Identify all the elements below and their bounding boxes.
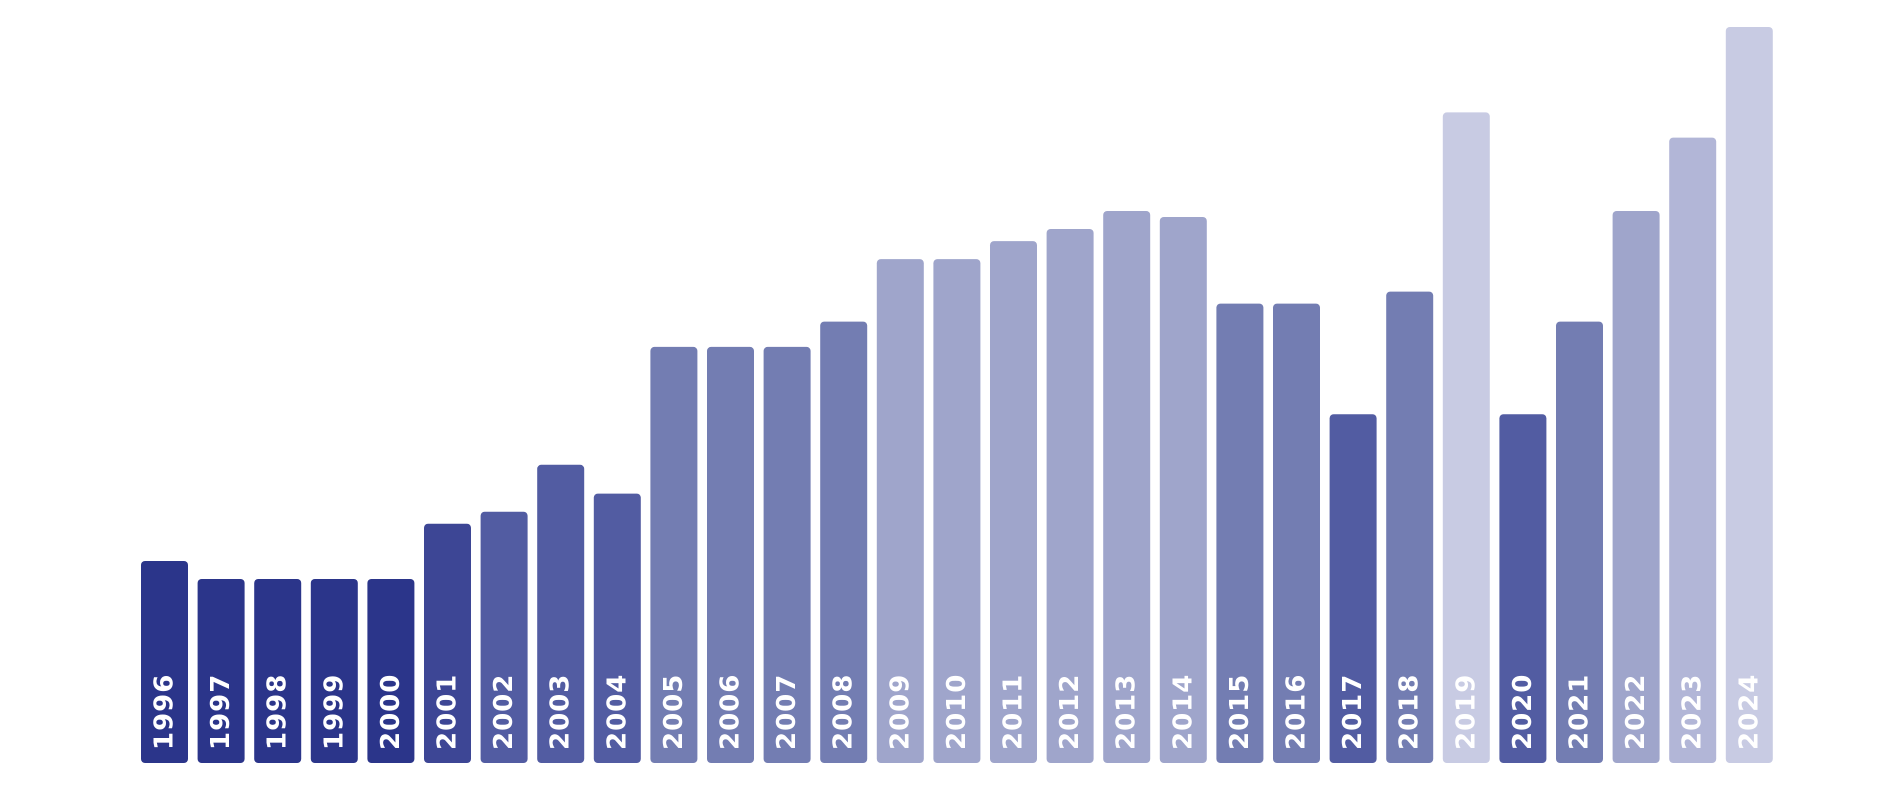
bar-label-2024: 2024 bbox=[1734, 674, 1764, 750]
bar-1996 bbox=[141, 561, 188, 763]
bar-label-1999: 1999 bbox=[319, 674, 349, 750]
bar-label-2008: 2008 bbox=[829, 674, 859, 750]
bar-label-2022: 2022 bbox=[1621, 674, 1651, 750]
bar-label-1997: 1997 bbox=[206, 674, 236, 750]
bar-2022 bbox=[1612, 211, 1660, 763]
bar-2010 bbox=[933, 259, 981, 763]
bar-1999 bbox=[310, 579, 358, 763]
bar-label-2021: 2021 bbox=[1565, 674, 1595, 750]
bar-label-2010: 2010 bbox=[942, 674, 972, 750]
bar-label-2012: 2012 bbox=[1055, 674, 1085, 750]
bar-label-2014: 2014 bbox=[1168, 674, 1198, 750]
bar-label-2003: 2003 bbox=[546, 674, 576, 750]
bar-label-2019: 2019 bbox=[1451, 674, 1481, 750]
bar-label-2000: 2000 bbox=[376, 674, 406, 750]
bar-2019 bbox=[1442, 112, 1490, 763]
bar-2000 bbox=[367, 579, 415, 763]
bar-label-2009: 2009 bbox=[885, 674, 915, 750]
bar-label-2006: 2006 bbox=[716, 674, 746, 750]
bar-2018 bbox=[1386, 291, 1434, 763]
bar-1997 bbox=[197, 579, 245, 763]
bar-1998 bbox=[254, 579, 302, 763]
bar-label-2018: 2018 bbox=[1395, 674, 1425, 750]
bar-label-2005: 2005 bbox=[659, 674, 689, 750]
bar-label-2011: 2011 bbox=[999, 674, 1029, 750]
bar-label-2007: 2007 bbox=[772, 674, 802, 750]
bar-label-2020: 2020 bbox=[1508, 674, 1538, 750]
bar-label-2015: 2015 bbox=[1225, 674, 1255, 750]
bar-label-2016: 2016 bbox=[1282, 674, 1312, 750]
bar-label-2013: 2013 bbox=[1112, 674, 1142, 750]
bar-2020 bbox=[1499, 414, 1547, 763]
bar-2017 bbox=[1329, 414, 1377, 763]
bar-2006 bbox=[707, 346, 754, 763]
bar-2016 bbox=[1273, 303, 1320, 763]
bar-2021 bbox=[1556, 321, 1603, 763]
bar-2015 bbox=[1216, 303, 1264, 763]
bar-2003 bbox=[537, 464, 585, 763]
bar-2008 bbox=[820, 321, 868, 763]
bar-2002 bbox=[480, 511, 528, 763]
bar-2024 bbox=[1725, 27, 1773, 763]
bar-2005 bbox=[650, 346, 698, 763]
bar-2007 bbox=[763, 346, 811, 763]
bar-2011 bbox=[990, 241, 1037, 764]
bar-label-1996: 1996 bbox=[150, 674, 180, 750]
bar-2023 bbox=[1669, 137, 1717, 764]
bar-label-2023: 2023 bbox=[1678, 674, 1708, 750]
bar-label-2001: 2001 bbox=[433, 674, 463, 750]
bar-2013 bbox=[1103, 211, 1151, 763]
year-labels-group: 1996 1997 1998 1999 2000 2001 2002 2003 2004 2005… bbox=[150, 674, 1765, 750]
bar-label-1998: 1998 bbox=[263, 674, 293, 750]
bar-2001 bbox=[424, 523, 471, 763]
bar-label-2017: 2017 bbox=[1338, 674, 1368, 750]
bars-group bbox=[141, 27, 1773, 764]
bar-label-2002: 2002 bbox=[489, 674, 519, 750]
bar-2012 bbox=[1046, 229, 1094, 763]
bar-label-2004: 2004 bbox=[602, 674, 632, 750]
bar-2014 bbox=[1159, 217, 1207, 763]
bar-2004 bbox=[593, 493, 641, 763]
bar-2009 bbox=[876, 259, 924, 763]
